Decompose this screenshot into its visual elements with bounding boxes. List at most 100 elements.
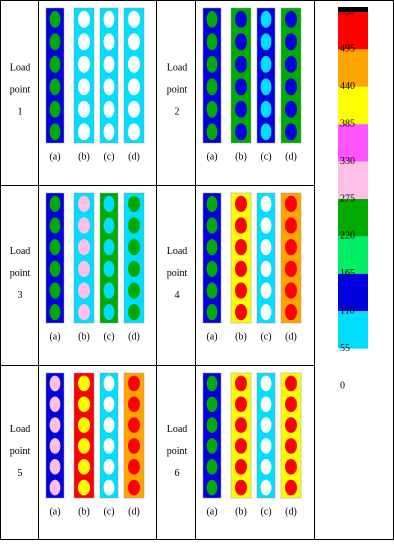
contour-blob: [128, 417, 140, 433]
contour-blob: [78, 458, 90, 475]
contour-blob: [235, 479, 247, 496]
panel-label: 6: [175, 468, 180, 479]
panel-label: Load: [10, 424, 31, 435]
contour-blob: [235, 304, 247, 321]
contour-blob: [128, 304, 140, 321]
colorbar-label: 0: [340, 380, 345, 391]
panel-caption: (a): [206, 331, 217, 342]
contour-blob: [260, 260, 272, 277]
simulation-strip: [202, 372, 222, 499]
colorbar-band: [338, 273, 368, 312]
panel-caption: (d): [128, 331, 140, 342]
colorbar-label: 550: [340, 6, 355, 17]
contour-blob: [235, 33, 247, 51]
contour-blob: [235, 10, 247, 28]
contour-blob: [206, 33, 218, 51]
panel-caption: (c): [103, 506, 114, 517]
table-grid: [0, 0, 394, 540]
contour-blob: [260, 100, 272, 118]
panel-caption: (d): [285, 506, 297, 517]
contour-blob: [260, 123, 272, 141]
contour-blob: [285, 396, 297, 413]
contour-blob: [235, 78, 247, 96]
contour-blob: [260, 78, 272, 96]
panel-caption: (b): [235, 331, 247, 342]
contour-blob: [285, 417, 297, 433]
simulation-strip: [256, 372, 276, 499]
simulation-strip: [45, 372, 65, 499]
contour-blob: [78, 78, 90, 96]
contour-blob: [206, 195, 218, 212]
simulation-strip: [99, 372, 119, 499]
panel-label: Load: [167, 63, 188, 74]
contour-blob: [235, 282, 247, 299]
contour-blob: [49, 100, 61, 118]
panel-caption: (b): [78, 331, 90, 342]
contour-blob: [49, 396, 61, 413]
contour-blob: [128, 33, 140, 51]
colorbar-band: [338, 199, 368, 237]
panel-label: point: [167, 268, 188, 279]
contour-blob: [49, 217, 61, 234]
panel-label: Load: [10, 246, 31, 257]
panel-caption: (b): [235, 506, 247, 517]
contour-blob: [285, 458, 297, 475]
simulation-strip: [280, 192, 302, 324]
contour-blob: [128, 217, 140, 234]
contour-blob: [78, 282, 90, 299]
contour-blob: [103, 417, 115, 433]
contour-blob: [206, 123, 218, 141]
colorbar-band: [338, 49, 368, 87]
panel-label: Load: [167, 246, 188, 257]
contour-blob: [260, 375, 272, 392]
contour-blob: [128, 123, 140, 141]
panel-caption: (c): [103, 151, 114, 162]
contour-blob: [49, 10, 61, 28]
contour-blob: [128, 479, 140, 496]
contour-blob: [206, 55, 218, 73]
contour-blob: [78, 217, 90, 234]
contour-blob: [285, 260, 297, 277]
contour-blob: [78, 375, 90, 392]
contour-blob: [78, 438, 90, 454]
contour-blob: [49, 78, 61, 96]
panel-caption: (d): [285, 151, 297, 162]
contour-blob: [78, 100, 90, 118]
contour-blob: [235, 375, 247, 392]
contour-blob: [103, 239, 115, 256]
contour-blob: [103, 282, 115, 299]
colorbar-band: [338, 311, 368, 349]
contour-blob: [260, 33, 272, 51]
simulation-strip: [256, 192, 276, 324]
panel-caption: (c): [103, 331, 114, 342]
contour-blob: [103, 123, 115, 141]
contour-blob: [285, 217, 297, 234]
contour-blob: [206, 438, 218, 454]
panel-caption: (c): [260, 506, 271, 517]
contour-blob: [103, 375, 115, 392]
contour-blob: [103, 33, 115, 51]
panel-caption: (d): [128, 151, 140, 162]
contour-blob: [103, 396, 115, 413]
contour-blob: [128, 55, 140, 73]
contour-blob: [285, 10, 297, 28]
colorbar-top: [338, 7, 368, 12]
contour-blob: [235, 55, 247, 73]
contour-blob: [206, 417, 218, 433]
simulation-strip: [73, 192, 95, 324]
panel-caption: (b): [78, 151, 90, 162]
simulation-strip: [230, 192, 252, 324]
panel-label: 2: [175, 107, 180, 118]
colorbar-band: [338, 86, 368, 125]
contour-blob: [260, 195, 272, 212]
contour-blob: [206, 239, 218, 256]
panel-caption: (b): [235, 151, 247, 162]
contour-blob: [285, 282, 297, 299]
contour-blob: [49, 123, 61, 141]
contour-blob: [128, 100, 140, 118]
simulation-strip: [123, 192, 145, 324]
contour-blob: [260, 282, 272, 299]
contour-blob: [206, 375, 218, 392]
simulation-strip: [99, 7, 119, 144]
contour-blob: [235, 260, 247, 277]
